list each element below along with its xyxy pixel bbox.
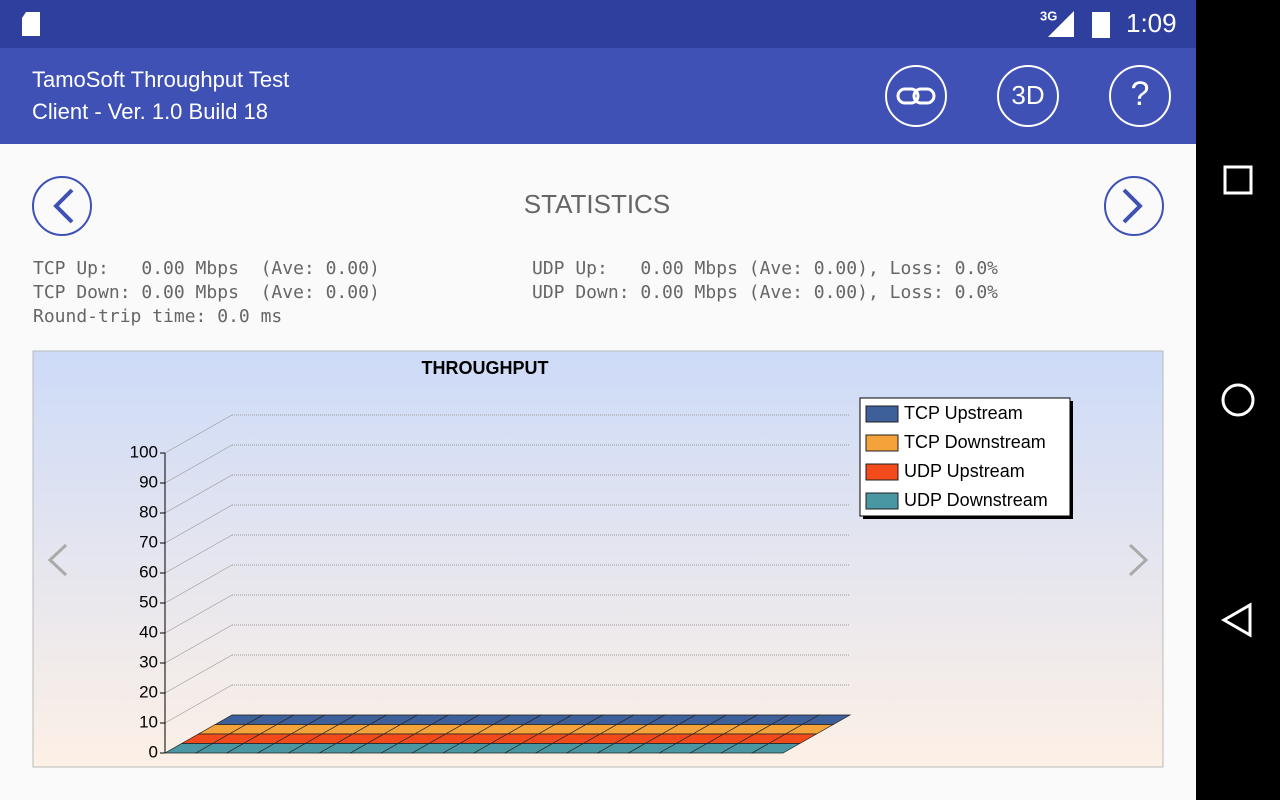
- chart-next[interactable]: [1128, 543, 1149, 577]
- y-tick-label: 70: [139, 532, 158, 551]
- legend-swatch: [865, 463, 899, 481]
- grid-line: [164, 654, 233, 694]
- legend-swatch: [865, 434, 899, 452]
- legend-label: UDP Downstream: [904, 490, 1048, 510]
- status-bar: [0, 0, 1196, 48]
- y-tick-label: 90: [139, 472, 158, 491]
- grid-line: [164, 564, 233, 604]
- stat-line: Round-trip time: 0.0 ms: [33, 306, 282, 327]
- grid-line: [164, 684, 233, 724]
- legend-swatch: [865, 405, 899, 423]
- bar-top: [750, 743, 802, 754]
- grid-line: [164, 624, 233, 664]
- grid-line: [164, 474, 233, 514]
- link-button[interactable]: [885, 65, 947, 127]
- y-tick-label: 60: [139, 562, 158, 581]
- help-button[interactable]: [1109, 65, 1171, 127]
- page-title: STATISTICS: [524, 189, 670, 219]
- grid-line: [164, 504, 233, 544]
- grid-line: [164, 594, 233, 634]
- nav-bar: [1196, 0, 1280, 800]
- help-label[interactable]: ?: [1131, 75, 1150, 113]
- stat-line: TCP Down: 0.00 Mbps (Ave: 0.00): [33, 282, 380, 303]
- app-subtitle: Client - Ver. 1.0 Build 18: [32, 99, 268, 124]
- legend-label: TCP Upstream: [904, 403, 1023, 423]
- recents-button[interactable]: [1223, 165, 1253, 195]
- grid-line: [164, 534, 233, 574]
- legend-label: UDP Upstream: [904, 461, 1025, 481]
- clock: 1:09: [1126, 8, 1177, 38]
- 3d-label[interactable]: 3D: [1011, 80, 1044, 110]
- stat-line: TCP Up: 0.00 Mbps (Ave: 0.00): [33, 258, 380, 279]
- grid-line: [164, 414, 233, 454]
- chart-title: THROUGHPUT: [422, 358, 549, 378]
- chart-prev[interactable]: [47, 543, 68, 577]
- stat-line: UDP Up: 0.00 Mbps (Ave: 0.00), Loss: 0.0…: [532, 258, 998, 279]
- network-type: 3G: [1040, 8, 1057, 23]
- app-title: TamoSoft Throughput Test: [32, 67, 289, 92]
- prev-button[interactable]: [32, 176, 92, 236]
- y-tick-label: 80: [139, 502, 158, 521]
- y-tick-label: 40: [139, 622, 158, 641]
- y-tick-label: 20: [139, 682, 158, 701]
- y-tick-label: 30: [139, 652, 158, 671]
- stat-line: UDP Down: 0.00 Mbps (Ave: 0.00), Loss: 0…: [532, 282, 998, 303]
- grid-line: [164, 444, 233, 484]
- y-tick-label: 10: [139, 712, 158, 731]
- sd-icon: [22, 12, 40, 36]
- legend-swatch: [865, 492, 899, 510]
- battery-icon: [1092, 12, 1110, 38]
- y-tick-label: 0: [149, 742, 158, 761]
- 3d-button[interactable]: [997, 65, 1059, 127]
- back-button[interactable]: [1220, 602, 1252, 638]
- y-tick-label: 50: [139, 592, 158, 611]
- y-tick-label: 100: [130, 442, 158, 461]
- legend-label: TCP Downstream: [904, 432, 1046, 452]
- app-bar: [0, 48, 1196, 144]
- signal-icon: [1048, 11, 1074, 37]
- home-button[interactable]: [1221, 383, 1255, 417]
- next-button[interactable]: [1104, 176, 1164, 236]
